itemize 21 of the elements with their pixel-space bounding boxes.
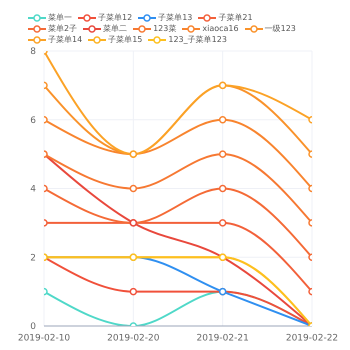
x-tick-label: 2019-02-10 (18, 333, 70, 344)
legend-label: xiaoca16 (201, 23, 239, 34)
x-tick-label: 2019-02-21 (196, 333, 249, 344)
legend-label: 子菜单14 (47, 34, 82, 45)
legend-label: 菜单2子 (47, 23, 78, 34)
legend-label: 子菜单15 (107, 34, 142, 45)
y-tick-label: 6 (30, 116, 36, 126)
y-tick-label: 0 (30, 322, 36, 332)
y-tick-label: 8 (30, 47, 36, 58)
x-tick-label: 2019-02-22 (286, 333, 338, 344)
legend-label: 123_子菜单123 (167, 34, 227, 45)
legend-label: 菜单二 (102, 23, 128, 34)
legend-label: 一级123 (264, 23, 296, 34)
legend-label: 子菜单12 (97, 12, 132, 23)
legend-label: 菜单一 (47, 12, 72, 23)
x-tick-label: 2019-02-20 (107, 333, 160, 344)
y-tick-label: 2 (30, 253, 36, 264)
legend-label: 子菜单21 (217, 12, 253, 23)
y-tick-label: 4 (30, 184, 36, 195)
legend-label: 子菜单13 (157, 12, 192, 23)
legend-label: 123菜 (152, 23, 176, 34)
